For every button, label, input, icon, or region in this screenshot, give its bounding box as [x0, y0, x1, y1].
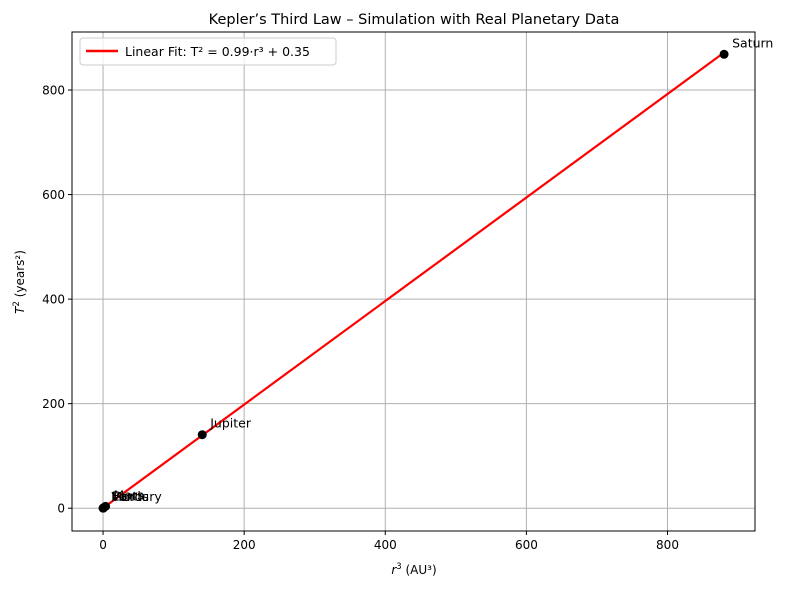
- x-axis-ticks: 0 200 400 600 800: [99, 531, 679, 552]
- data-point: [719, 49, 729, 59]
- x-axis-label-base: r: [391, 563, 397, 577]
- grid: [72, 32, 755, 531]
- x-axis-label-sup: 3: [396, 562, 401, 572]
- y-axis-label: T2 (years²): [12, 250, 27, 314]
- point-label: Mercury: [111, 489, 162, 504]
- point-label: Jupiter: [209, 416, 252, 431]
- data-point: [197, 430, 207, 440]
- x-axis-label: r3 (AU³): [391, 562, 436, 577]
- x-tick-label: 0: [99, 538, 107, 552]
- legend-entry-fit: Linear Fit: T² = 0.99·r³ + 0.35: [125, 44, 310, 59]
- legend: Linear Fit: T² = 0.99·r³ + 0.35: [79, 37, 337, 66]
- point-label: Venus: [111, 489, 149, 504]
- fit-line: [102, 51, 725, 509]
- y-axis-label-sup: 2: [12, 301, 22, 306]
- y-tick-label: 0: [57, 502, 65, 516]
- plot-frame: [71, 31, 756, 532]
- point-label: Saturn: [732, 35, 773, 50]
- fit-line-group: [102, 51, 725, 509]
- y-tick-label: 800: [42, 84, 65, 98]
- x-tick-label: 200: [233, 538, 256, 552]
- y-tick-label: 200: [42, 397, 65, 411]
- y-axis-ticks: 0 200 400 600 800: [42, 84, 72, 516]
- point-label: Mars: [114, 487, 144, 502]
- y-tick-label: 400: [42, 293, 65, 307]
- x-tick-label: 400: [374, 538, 397, 552]
- y-tick-label: 600: [42, 188, 65, 202]
- point-label: Earth: [112, 489, 146, 504]
- data-points: [98, 49, 729, 513]
- x-tick-label: 800: [656, 538, 679, 552]
- x-tick-label: 600: [515, 538, 538, 552]
- data-point: [101, 501, 111, 511]
- chart-title: Kepler’s Third Law – Simulation with Rea…: [209, 12, 620, 28]
- x-axis-label-rest: (AU³): [402, 563, 437, 577]
- legend-box: [79, 37, 337, 66]
- y-axis-label-base: T: [13, 305, 27, 314]
- y-axis-label-rest: (years²): [13, 250, 27, 301]
